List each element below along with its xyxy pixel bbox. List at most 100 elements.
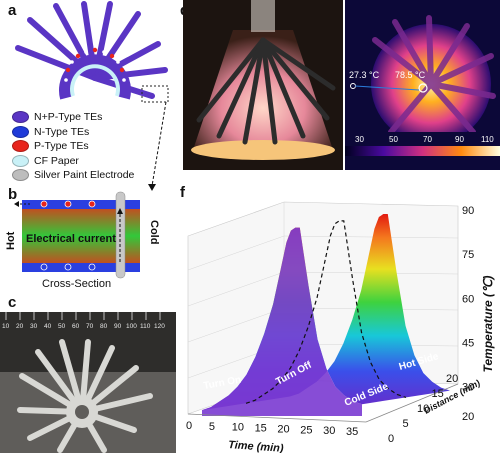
legend-swatch-n: [12, 125, 29, 138]
ruler-number: 80: [100, 323, 108, 330]
thermal-tick: 50: [389, 135, 398, 144]
cold-label: Cold: [148, 220, 160, 244]
ruler-number: 100: [126, 323, 137, 330]
current-label: Electrical current: [26, 233, 116, 245]
y-tick-label: 20: [446, 373, 458, 385]
legend-label: CF Paper: [34, 154, 79, 167]
thermal-image: 27.3 °C 78.5 °C 30 50 70 90 110: [345, 0, 500, 170]
x-tick-label: 35: [346, 426, 358, 438]
legend-label: P-Type TEs: [34, 140, 89, 153]
ruler-numbers: 10 20 30 40 50 60 70 80 90 100 110 120: [2, 323, 165, 330]
ruler-number: 50: [58, 323, 66, 330]
legend-swatch-electrode: [12, 169, 29, 182]
hot-spot-marker: [418, 83, 428, 93]
legend-item: P-Type TEs: [12, 139, 177, 154]
z-tick-label: 75: [462, 249, 474, 261]
device-legs-on-shade: [196, 37, 336, 145]
thermal-drawing: 27.3 °C 78.5 °C 30 50 70 90 110: [345, 15, 500, 156]
x-tick-label: 20: [277, 423, 289, 435]
thermal-scale-bar: [345, 146, 500, 156]
y-tick-label: 15: [432, 388, 444, 400]
z-axis-label: Temperature (℃): [481, 275, 495, 372]
z-tick-label: 60: [462, 293, 474, 305]
zoom-box: [141, 85, 169, 103]
z-tick-label: 45: [462, 337, 474, 349]
legend-label: N+P-Type TEs: [34, 111, 103, 124]
panel-label-c: c: [8, 294, 17, 311]
device-photo: 10 20 30 40 50 60 70 80 90 100 110 120: [0, 312, 176, 453]
ruler-number: 40: [44, 323, 52, 330]
thermal-tick: 110: [481, 135, 494, 144]
ruler-number: 70: [86, 323, 94, 330]
x-tick-label: 10: [232, 422, 244, 434]
y-tick-label: 0: [388, 433, 394, 445]
ruler-number: 90: [114, 323, 122, 330]
x-tick-label: 0: [186, 420, 192, 432]
charge-carriers-bottom: [40, 263, 96, 271]
z-axis-ticks: 20 30 45 60 75 90: [462, 205, 474, 423]
n-type-dots: [64, 50, 126, 82]
x-axis-label: Time (min): [228, 439, 284, 453]
device-schematic: [15, 1, 169, 103]
turn-off-trace: [245, 220, 407, 404]
zoom-connector: [148, 101, 167, 191]
lampshade-rim: [191, 140, 335, 160]
legend: N+P-Type TEs N-Type TEs P-Type TEs CF Pa…: [12, 110, 177, 183]
lampshade-photo: [183, 0, 343, 170]
lamp-top: [251, 0, 275, 32]
legend-item: N-Type TEs: [12, 125, 177, 140]
legend-label: N-Type TEs: [34, 125, 90, 138]
thermal-tick: 90: [455, 135, 464, 144]
surface-front-face: [202, 227, 362, 416]
thermal-tick: 70: [423, 135, 432, 144]
legend-swatch-p: [12, 140, 29, 153]
cross-section-diagram: Hot Cold Electrical current Cross-Sectio…: [5, 191, 160, 290]
z-tick-label: 20: [462, 411, 474, 423]
legend-swatch-np: [12, 111, 29, 124]
electrode-ring: [70, 64, 120, 97]
ruler-number: 20: [16, 323, 24, 330]
hot-spot-temp: 78.5 °C: [395, 70, 426, 80]
y-tick-label: 10: [417, 403, 429, 415]
x-axis-ticks: 0 5 10 15 20 25 30 35: [186, 420, 358, 438]
x-tick-label: 5: [209, 421, 215, 433]
lampshade-drawing: [191, 0, 336, 160]
thermal-tick: 30: [355, 135, 364, 144]
x-tick-label: 25: [300, 424, 312, 436]
legend-item: CF Paper: [12, 154, 177, 169]
legend-label: Silver Paint Electrode: [34, 169, 135, 182]
charge-carriers-top: [40, 200, 96, 208]
panel-label-a: a: [8, 2, 17, 19]
floor-edge: [187, 383, 459, 423]
y-tick-label: 5: [403, 418, 409, 430]
spot-line: [354, 85, 420, 91]
x-tick-label: 30: [323, 425, 335, 437]
ruler-number: 110: [140, 323, 151, 330]
z-tick-label: 30: [462, 382, 474, 394]
thermal-scale-ticks: 30 50 70 90 110: [355, 135, 494, 144]
x-tick-label: 15: [255, 423, 267, 435]
cf-paper-ring: [59, 54, 131, 100]
panel-label-f: f: [180, 184, 185, 201]
photo-center-hole: [75, 405, 89, 419]
surface-layer: [202, 214, 450, 416]
ruler-number: 120: [154, 323, 165, 330]
n-layer-bottom: [22, 263, 140, 272]
panel-label-b: b: [8, 186, 18, 203]
thermal-scale-label-bg: [345, 132, 500, 146]
legend-swatch-cf: [12, 154, 29, 167]
z-tick-label: 90: [462, 205, 474, 217]
cold-spot-temp: 27.3 °C: [349, 70, 380, 80]
ruler-number: 30: [30, 323, 38, 330]
cold-spot-marker: [350, 83, 356, 89]
ruler-photo-drawing: 10 20 30 40 50 60 70 80 90 100 110 120: [0, 312, 176, 453]
p-type-dots: [65, 47, 125, 73]
n-layer-top: [22, 200, 140, 209]
ruler-number: 60: [72, 323, 80, 330]
cross-section-caption: Cross-Section: [42, 278, 111, 290]
legend-item: N+P-Type TEs: [12, 110, 177, 125]
hot-label: Hot: [5, 231, 17, 250]
ruler-number: 10: [2, 323, 10, 330]
